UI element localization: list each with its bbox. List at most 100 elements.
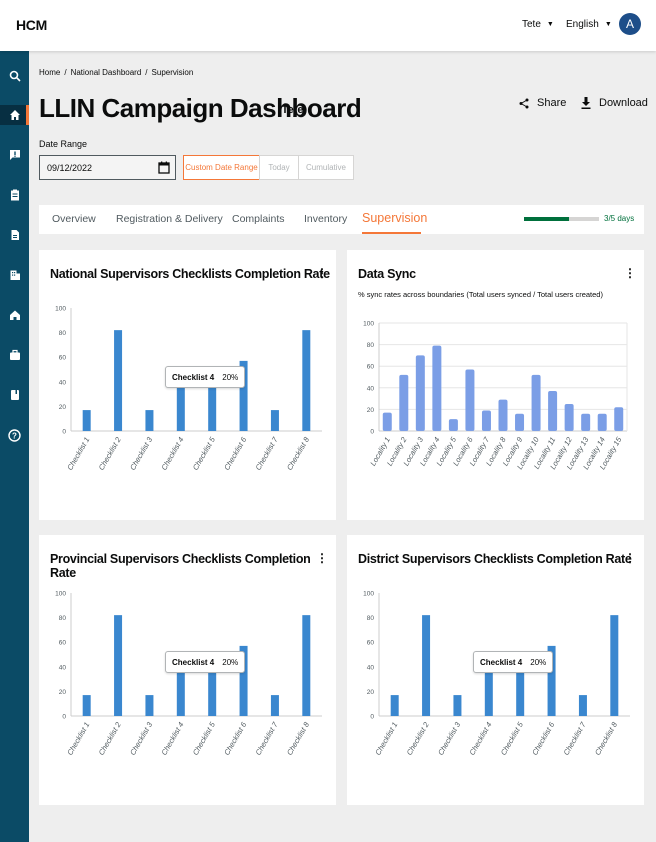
home-icon[interactable] — [0, 105, 29, 125]
chart-bar[interactable] — [145, 410, 154, 431]
x-tick-label: Checklist 1 — [373, 721, 399, 757]
y-tick-label: 0 — [370, 429, 374, 436]
chart-bar[interactable] — [548, 391, 558, 431]
tab-supervision[interactable]: Supervision — [362, 211, 428, 225]
calendar-icon[interactable] — [158, 161, 170, 174]
chart-bar[interactable] — [422, 615, 431, 716]
chart-bar[interactable] — [208, 386, 217, 431]
chart-bar[interactable] — [581, 413, 591, 431]
date-range-input[interactable]: 09/12/2022 — [39, 155, 176, 180]
house-icon[interactable] — [0, 305, 29, 325]
chart-tooltip: Checklist 4 20% — [165, 651, 246, 673]
chart-bar[interactable] — [498, 399, 508, 431]
chart-bar[interactable] — [453, 695, 462, 716]
chart-bar[interactable] — [531, 374, 541, 431]
chart-bar[interactable] — [564, 404, 574, 431]
chart-bar[interactable] — [82, 410, 91, 431]
chart-bar[interactable] — [597, 413, 607, 431]
custom-date-range-option[interactable]: Custom Date Range — [183, 155, 260, 180]
chart-bar[interactable] — [610, 615, 619, 716]
chart-bar[interactable] — [516, 671, 525, 716]
cumulative-option[interactable]: Cumulative — [298, 155, 354, 180]
chart-bar[interactable] — [302, 615, 311, 716]
y-tick-label: 100 — [363, 321, 374, 328]
search-icon[interactable] — [0, 66, 29, 86]
chart-bar[interactable] — [399, 374, 409, 431]
x-tick-label: Checklist 4 — [159, 436, 185, 472]
tab-registration-delivery[interactable]: Registration & Delivery — [116, 213, 223, 225]
chart-bar[interactable] — [465, 369, 475, 431]
share-label: Share — [537, 97, 567, 109]
chart-bar[interactable] — [176, 386, 185, 431]
district-checklist-card: District Supervisors Checklists Completi… — [347, 535, 644, 805]
chart-bar[interactable] — [114, 615, 123, 716]
checklist-icon[interactable] — [0, 185, 29, 205]
chart-bar[interactable] — [614, 407, 624, 431]
y-tick-label: 60 — [59, 355, 67, 362]
chart-bar[interactable] — [302, 330, 311, 431]
breadcrumb-national-dashboard[interactable]: National Dashboard — [70, 68, 142, 77]
chart-bar[interactable] — [448, 419, 458, 431]
y-tick-label: 20 — [59, 404, 67, 411]
national-checklist-card: National Supervisors Checklists Completi… — [39, 250, 336, 520]
top-bar: HCM Tete ▼ English ▼ A — [0, 0, 656, 51]
download-button[interactable]: Download — [581, 97, 648, 109]
chart-tooltip: Checklist 4 20% — [165, 366, 246, 388]
tab-complaints[interactable]: Complaints — [232, 213, 285, 225]
chart-bar[interactable] — [176, 671, 185, 716]
chart-bar[interactable] — [481, 410, 491, 431]
more-options-icon[interactable]: ⋮ — [316, 551, 328, 565]
briefcase-icon[interactable] — [0, 345, 29, 365]
chart-bar[interactable] — [270, 410, 279, 431]
avatar[interactable]: A — [619, 13, 641, 35]
svg-text:?: ? — [12, 431, 17, 440]
y-tick-label: 40 — [367, 664, 375, 671]
x-tick-label: Checklist 6 — [222, 435, 249, 472]
chart-bar[interactable] — [208, 671, 217, 716]
building-icon[interactable] — [0, 265, 29, 285]
chart-bar[interactable] — [239, 645, 248, 716]
help-icon[interactable]: ? — [0, 425, 29, 445]
more-options-icon[interactable]: ⋮ — [624, 551, 636, 565]
today-option[interactable]: Today — [259, 155, 299, 180]
x-tick-label: Checklist 8 — [285, 435, 312, 472]
chart-tooltip: Checklist 4 20% — [473, 651, 554, 673]
y-tick-label: 0 — [370, 714, 374, 721]
tooltip-label: Checklist 4 — [480, 657, 523, 667]
chart-bar[interactable] — [114, 330, 123, 431]
language-selector[interactable]: English ▼ — [566, 19, 612, 30]
chart-bar[interactable] — [432, 345, 442, 431]
breadcrumb-separator: / — [64, 68, 67, 77]
tab-inventory[interactable]: Inventory — [304, 213, 348, 225]
more-options-icon[interactable]: ⋮ — [316, 266, 328, 280]
chart-bar[interactable] — [578, 695, 587, 716]
card-title: District Supervisors Checklists Completi… — [358, 552, 632, 566]
boundary-selector[interactable]: Tete ▼ — [522, 19, 554, 30]
chart-bar[interactable] — [145, 695, 154, 716]
share-icon — [519, 98, 529, 108]
more-options-icon[interactable]: ⋮ — [624, 266, 636, 280]
chart-bar[interactable] — [82, 695, 91, 716]
chart-bar[interactable] — [484, 671, 493, 716]
tooltip-value: 20% — [222, 657, 239, 667]
chart-bar[interactable] — [547, 645, 556, 716]
tab-overview[interactable]: Overview — [52, 213, 96, 225]
page-subtitle: (Tete) — [278, 104, 308, 116]
x-tick-label: Checklist 8 — [285, 720, 312, 757]
chart-bar[interactable] — [415, 355, 425, 431]
document-icon[interactable] — [0, 225, 29, 245]
breadcrumb-home[interactable]: Home — [39, 68, 61, 77]
chart-bar[interactable] — [270, 695, 279, 716]
complaint-icon[interactable] — [0, 145, 29, 165]
x-tick-label: Checklist 1 — [65, 721, 91, 757]
y-tick-label: 60 — [367, 640, 375, 647]
book-icon[interactable] — [0, 385, 29, 405]
chart-bar[interactable] — [382, 412, 392, 431]
campaign-progress-label: 3/5 days — [604, 214, 635, 223]
chart-bar[interactable] — [515, 413, 525, 431]
chart-bar[interactable] — [390, 695, 399, 716]
x-tick-label: Checklist 3 — [128, 435, 155, 472]
chart-bar[interactable] — [239, 360, 248, 431]
share-button[interactable]: Share — [519, 97, 566, 109]
